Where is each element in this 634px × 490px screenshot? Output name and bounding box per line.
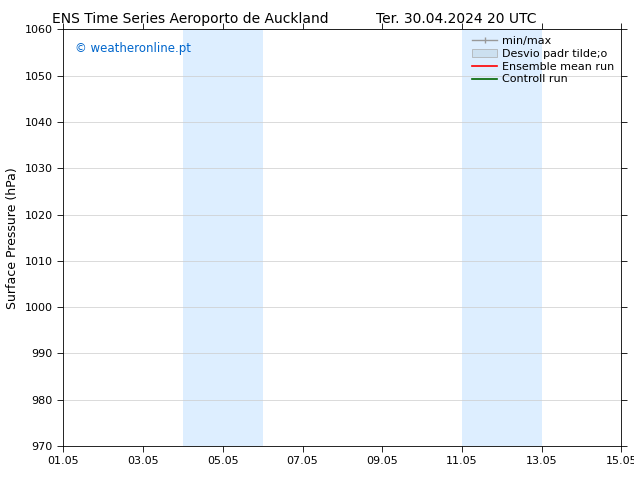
Text: Ter. 30.04.2024 20 UTC: Ter. 30.04.2024 20 UTC — [376, 12, 537, 26]
Bar — [183, 29, 262, 446]
Legend: min/max, Desvio padr tilde;o, Ensemble mean run, Controll run: min/max, Desvio padr tilde;o, Ensemble m… — [468, 32, 619, 89]
Bar — [462, 29, 541, 446]
Text: © weatheronline.pt: © weatheronline.pt — [75, 42, 191, 55]
Text: ENS Time Series Aeroporto de Auckland: ENS Time Series Aeroporto de Auckland — [52, 12, 328, 26]
Y-axis label: Surface Pressure (hPa): Surface Pressure (hPa) — [6, 167, 19, 309]
